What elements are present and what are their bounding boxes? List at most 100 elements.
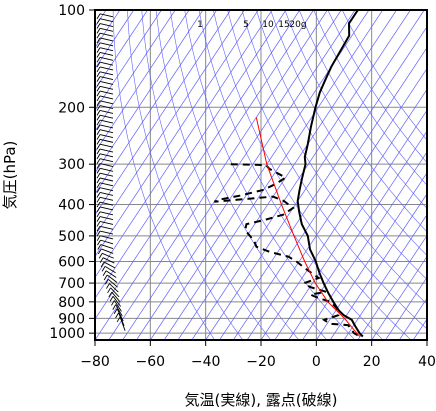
- wind-barb-flag: [96, 192, 101, 198]
- isotherm: [95, 10, 204, 174]
- wind-barb-flag: [96, 76, 101, 82]
- wind-barb: [99, 90, 114, 95]
- wind-barb: [99, 172, 114, 177]
- isotherm: [95, 10, 176, 132]
- wind-barb-flag: [96, 23, 101, 29]
- wind-barb: [100, 239, 114, 245]
- dewpoint-line: [213, 163, 361, 338]
- wind-barb-flag: [96, 230, 101, 237]
- wind-barb-flag: [96, 42, 101, 49]
- dry-adiabat: [284, 10, 427, 233]
- isotherm: [385, 276, 427, 340]
- wind-barb-flag: [96, 148, 101, 155]
- wind-barb-flag: [96, 211, 101, 218]
- isotherm: [95, 10, 301, 320]
- wind-barb: [111, 291, 121, 302]
- wind-barb-flag: [97, 248, 102, 255]
- wind-barb: [99, 182, 114, 187]
- x-tick-label: −20: [246, 354, 276, 370]
- wind-barb-flag: [109, 296, 114, 302]
- y-tick-label: 1000: [49, 326, 85, 342]
- wind-barb-flag: [96, 153, 101, 160]
- wind-barb-flag: [96, 201, 101, 208]
- dry-adiabat: [155, 10, 300, 340]
- temperature-line: [296, 10, 364, 338]
- wind-barb-flag: [96, 163, 101, 169]
- wind-barb: [99, 177, 114, 182]
- wind-barb: [110, 287, 120, 298]
- isotherm: [371, 255, 427, 340]
- isotherm: [233, 46, 427, 340]
- dry-adiabat: [141, 10, 272, 340]
- wind-barb: [99, 114, 114, 119]
- dry-adiabat: [241, 10, 427, 305]
- isotherm: [205, 10, 425, 340]
- y-tick-label: 400: [58, 198, 85, 214]
- wind-barb-flag: [104, 279, 109, 285]
- wind-barb-flag: [113, 308, 118, 314]
- isotherm: [95, 10, 162, 111]
- wind-barb-flag: [96, 143, 101, 150]
- isotherm: [316, 172, 427, 340]
- wind-barb-flag: [96, 90, 101, 97]
- wind-barb: [99, 42, 114, 47]
- wind-barb-flag: [96, 13, 101, 20]
- wind-barb: [99, 167, 114, 172]
- isotherm: [302, 151, 427, 340]
- wind-barb-flag: [97, 244, 102, 250]
- wind-barb: [106, 274, 118, 283]
- wind-barb: [99, 153, 114, 158]
- wind-barb-flag: [108, 291, 113, 298]
- wind-barb-flag: [96, 37, 101, 44]
- wind-barb: [107, 278, 118, 288]
- wind-barbs: [96, 13, 126, 331]
- isotherm: [122, 10, 342, 340]
- wind-barb-flag: [116, 316, 121, 323]
- wind-barb: [99, 163, 114, 167]
- wind-barb: [99, 158, 114, 163]
- wind-barb-flag: [96, 105, 101, 111]
- y-tick-label: 300: [58, 157, 85, 173]
- wind-barb-flag: [96, 86, 101, 92]
- wind-barb-flag: [115, 312, 119, 319]
- tick-layer: −80 −60 −40 −20 0 20 40 100 200 300 400 500 600 700 80…: [49, 3, 436, 370]
- isotherm: [95, 10, 190, 153]
- wind-barb-flag: [96, 124, 101, 131]
- wind-barb: [100, 244, 114, 250]
- wind-barb: [99, 100, 114, 105]
- wind-barb-flag: [96, 47, 101, 53]
- isotherm: [274, 109, 427, 340]
- dry-adiabat: [127, 10, 244, 340]
- wind-barb-flag: [100, 261, 105, 268]
- wind-barb-flag: [96, 57, 101, 63]
- wind-barb-flag: [101, 266, 106, 272]
- wind-barb: [99, 37, 114, 42]
- wind-barb-flag: [96, 129, 101, 135]
- y-tick-label: 500: [58, 229, 85, 245]
- y-tick-label: 900: [58, 311, 85, 327]
- wind-barb-flag: [96, 221, 101, 227]
- isotherm: [108, 10, 328, 340]
- wind-barb: [99, 85, 114, 90]
- wind-barb-flag: [96, 100, 101, 106]
- wind-barb-flag: [103, 274, 108, 281]
- wind-barb: [102, 257, 115, 264]
- mixing-ratio-label: 5: [243, 20, 249, 30]
- dry-adiabat: [198, 10, 384, 340]
- wind-barb: [116, 308, 124, 322]
- dry-adiabat: [313, 10, 427, 186]
- wind-barb: [99, 148, 114, 153]
- wind-barb: [99, 76, 114, 81]
- wind-barb: [105, 270, 117, 278]
- wind-barb: [112, 295, 121, 307]
- wind-barb: [99, 95, 114, 100]
- lines-layer: [213, 10, 364, 338]
- wind-barb: [99, 143, 114, 148]
- wind-barb-flag: [96, 71, 101, 78]
- wind-barb: [99, 134, 114, 138]
- wind-barb: [115, 304, 123, 317]
- wind-barb-flag: [96, 66, 101, 73]
- isotherm: [95, 10, 314, 340]
- isotherm: [163, 10, 384, 340]
- isotherm: [191, 10, 411, 340]
